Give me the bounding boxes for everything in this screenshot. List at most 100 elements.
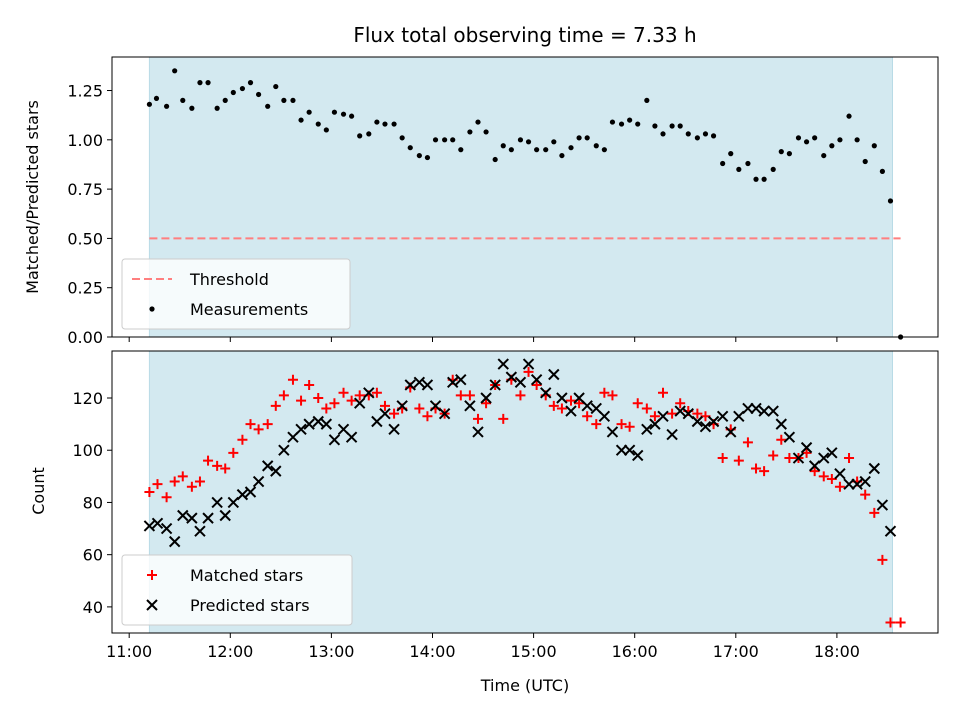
y-tick-label: 1.00 (67, 131, 103, 150)
matched-stars-point (253, 424, 264, 435)
measurement-point (357, 133, 363, 139)
predicted-stars-point (244, 486, 257, 498)
predicted-stars-point (530, 374, 543, 386)
y-tick-label: 120 (72, 389, 103, 408)
measurement-point (416, 152, 422, 159)
x-tick-label: 17:00 (713, 642, 759, 661)
matched-stars-point (566, 395, 577, 406)
measurement-point (391, 121, 397, 127)
predicted-stars-point (227, 496, 240, 509)
measurement-point (189, 105, 195, 111)
measurement-point (230, 89, 236, 96)
y-tick-label: 0.75 (67, 180, 103, 199)
predicted-stars-point (278, 444, 290, 456)
matched-stars-point (607, 390, 618, 401)
matched-stars-point (304, 379, 315, 390)
predicted-stars-point (556, 392, 568, 404)
predicted-stars-point (438, 407, 451, 420)
matched-stars-point (531, 379, 542, 390)
measurement-point (315, 121, 321, 127)
matched-stars-point (548, 400, 559, 411)
predicted-stars-point (186, 512, 198, 524)
predicted-stars-point (177, 509, 189, 522)
measurement-point (551, 139, 557, 145)
matched-stars-point (472, 413, 483, 424)
matched-stars-point (338, 387, 349, 398)
predicted-stars-point (641, 423, 653, 436)
measurement-point (702, 131, 709, 137)
x-tick-label: 11:00 (106, 642, 152, 661)
measurement-point (879, 168, 885, 174)
measurement-point (265, 103, 271, 109)
predicted-stars-point (295, 423, 307, 436)
measurement-point (214, 105, 220, 111)
matched-stars-point (860, 489, 871, 500)
predicted-stars-point (489, 379, 501, 391)
measurement-point (871, 143, 877, 149)
predicted-stars-point (826, 447, 838, 459)
measurement-point (584, 135, 590, 141)
matched-stars-point (649, 411, 660, 422)
predicted-stars-point (818, 452, 830, 464)
matched-stars-point (329, 398, 340, 409)
measurement-point (180, 97, 186, 103)
predicted-stars-point (606, 426, 619, 438)
matched-stars-point (144, 487, 155, 497)
matched-stars-point (203, 455, 214, 466)
measurement-point (710, 133, 717, 139)
predicted-stars-point (312, 415, 324, 428)
measurement-point (399, 135, 405, 141)
x-tick-label: 16:00 (612, 642, 658, 661)
matched-stars-point (287, 374, 298, 385)
matched-stars-point (515, 390, 526, 401)
measurement-point (323, 127, 329, 133)
predicted-stars-point (236, 488, 249, 501)
measurement-point (281, 97, 287, 103)
measurement-point (205, 80, 211, 86)
predicted-stars-point (447, 376, 459, 389)
predicted-stars-point (421, 379, 434, 391)
chart-title: Flux total observing time = 7.33 h (353, 23, 696, 47)
measurement-point (450, 137, 456, 143)
predicted-stars-point (194, 525, 206, 537)
measurement-point (340, 111, 347, 117)
predicted-stars-point (632, 449, 644, 462)
axes-frame (111, 56, 939, 338)
predicted-stars-point (742, 402, 754, 415)
legend-measurement-swatch (149, 306, 155, 312)
matched-stars-point (313, 393, 324, 403)
y-tick-label: 40 (83, 598, 103, 617)
predicted-stars-point (363, 387, 375, 399)
measurement-point (517, 137, 524, 143)
measurement-point (349, 113, 355, 119)
measurement-point (837, 137, 843, 143)
matched-stars-point (228, 447, 239, 458)
measurement-point (306, 109, 312, 115)
matched-stars-point (371, 387, 382, 398)
y-tick-label: 80 (83, 493, 103, 512)
y-tick-label: 0.00 (67, 328, 103, 347)
measurement-point (534, 147, 540, 153)
series-layer (143, 358, 906, 628)
plot-layer: 0.00 0.25 0.50 0.75 1.00 1.25 Threshold Measure… (67, 56, 939, 661)
measurement-point (543, 147, 549, 153)
measurement-point (239, 85, 246, 92)
matched-stars-point (641, 403, 652, 414)
predicted-stars-point (792, 452, 805, 464)
matched-stars-point (481, 398, 492, 409)
predicted-stars-point (783, 431, 796, 443)
measurement-point (432, 137, 439, 143)
matched-stars-point (245, 419, 256, 430)
y-tick-label: 100 (72, 441, 103, 460)
measurement-point (778, 149, 784, 155)
measurement-point (753, 176, 759, 182)
predicted-stars-point (211, 496, 223, 509)
predicted-stars-point (581, 400, 593, 412)
matched-stars-point (389, 408, 400, 419)
predicted-stars-point (657, 410, 669, 422)
measurement-point (508, 147, 514, 153)
matched-stars-point (751, 463, 762, 474)
matched-stars-point (177, 471, 188, 482)
matched-stars-point (455, 390, 466, 401)
